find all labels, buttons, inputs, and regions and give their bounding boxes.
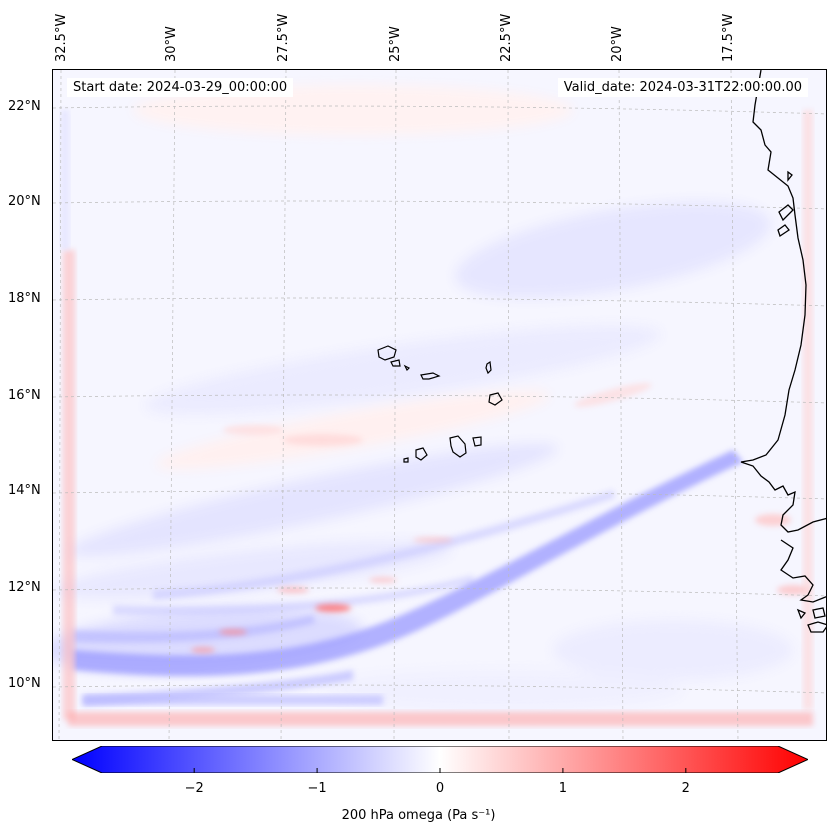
- map-panel: Start date: 2024-03-29_00:00:00 Valid_da…: [52, 69, 827, 741]
- lon-label-17-5w: 17.5°W: [721, 13, 736, 62]
- lat-label-20n: 20°N: [8, 194, 41, 209]
- graticule: [53, 70, 826, 740]
- lat-label-14n: 14°N: [8, 483, 41, 498]
- lat-label-10n: 10°N: [8, 676, 41, 691]
- cape-verde-islands: [377, 345, 503, 463]
- colorbar-tick-label: −2: [184, 781, 204, 796]
- start-date-label: Start date: 2024-03-29_00:00:00: [67, 78, 294, 97]
- colorbar: [72, 746, 808, 773]
- lon-label-27-5w: 27.5°W: [276, 13, 291, 62]
- lon-label-25w: 25°W: [388, 26, 403, 62]
- colorbar-tick-label: 2: [681, 781, 690, 796]
- omega-field-map: [53, 70, 826, 740]
- colorbar-tick-label: 0: [435, 781, 445, 796]
- colorbar-title: 200 hPa omega (Pa s⁻¹): [341, 808, 496, 823]
- ascending-streaks: [191, 383, 809, 653]
- colorbar-tick-label: −1: [307, 781, 327, 796]
- lat-label-16n: 16°N: [8, 388, 41, 403]
- coastline: [740, 70, 826, 633]
- lon-label-22-5w: 22.5°W: [499, 13, 514, 62]
- valid-date-label: Valid_date: 2024-03-31T22:00:00.00: [557, 78, 808, 97]
- lon-label-20w: 20°W: [610, 26, 625, 62]
- colorbar-ticks: [193, 768, 687, 773]
- lat-label-18n: 18°N: [8, 291, 41, 306]
- boundary-zone: [61, 110, 813, 726]
- colorbar-body: [72, 746, 808, 773]
- lon-label-32-5w: 32.5°W: [54, 13, 69, 62]
- lat-label-22n: 22°N: [8, 99, 41, 114]
- colorbar-tick-label: 1: [558, 781, 568, 796]
- lat-label-12n: 12°N: [8, 580, 41, 595]
- lon-label-30w: 30°W: [164, 26, 179, 62]
